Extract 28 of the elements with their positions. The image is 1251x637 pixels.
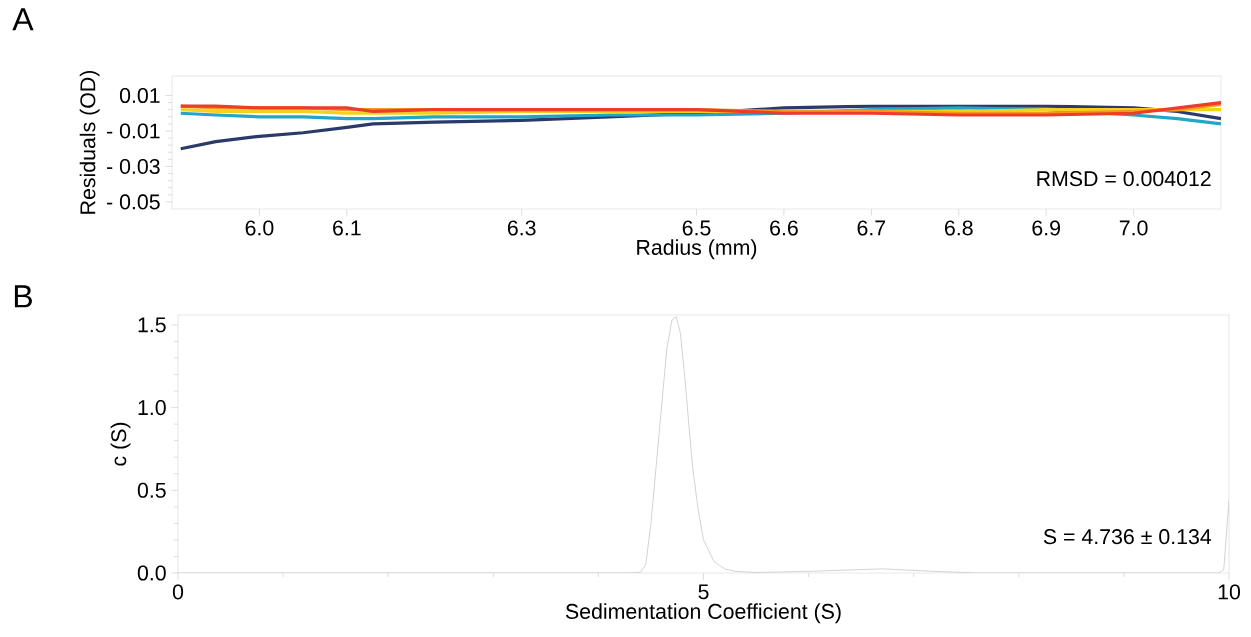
y-axis-title: c (S)	[110, 422, 131, 466]
y-tick-label: 1.0	[138, 400, 166, 416]
x-axis-title: Sedimentation Coefficient (S)	[565, 603, 841, 624]
x-tick-label: 6.0	[245, 220, 274, 236]
x-tick-label: 6.7	[857, 220, 886, 236]
y-tick-label: 0.5	[137, 482, 166, 498]
y-tick-label: - 0.01	[107, 123, 160, 139]
x-tick-label: 6.9	[1032, 220, 1060, 236]
x-tick-label: 6.1	[333, 220, 361, 236]
x-tick-label: 6.8	[945, 220, 973, 236]
x-tick-label: 7.0	[1119, 220, 1148, 236]
x-tick-label: 10	[1218, 584, 1241, 600]
x-tick-label: 6.5	[682, 220, 711, 236]
y-tick-label: - 0.03	[107, 158, 160, 174]
text: A	[12, 8, 34, 31]
y-tick-label: 0.01	[119, 87, 160, 104]
x-tick-label: 6.3	[507, 220, 536, 236]
annotation: RMSD = 0.004012	[1037, 171, 1211, 187]
y-tick-label: - 0.05	[107, 194, 160, 210]
y-tick-label: 0.0	[137, 565, 166, 581]
x-axis-title: Radius (mm)	[637, 239, 757, 260]
x-tick-label: 6.6	[770, 220, 798, 236]
x-tick-label: 5	[698, 584, 709, 600]
x-tick-label: 0	[172, 584, 184, 600]
y-axis-title: Residuals (OD)	[79, 70, 100, 214]
text: B	[14, 285, 32, 308]
annotation: S = 4.736 ± 0.134	[1043, 529, 1212, 545]
y-tick-label: 1.5	[138, 317, 166, 333]
